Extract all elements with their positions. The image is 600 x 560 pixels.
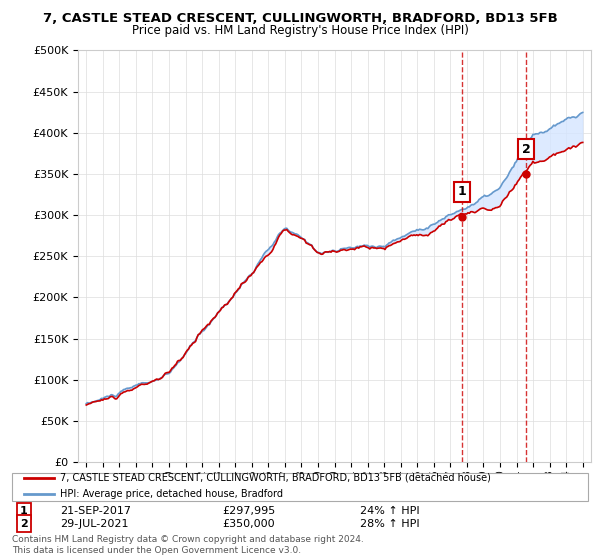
Text: 28% ↑ HPI: 28% ↑ HPI [360,519,419,529]
Text: 7, CASTLE STEAD CRESCENT, CULLINGWORTH, BRADFORD, BD13 5FB (detached house): 7, CASTLE STEAD CRESCENT, CULLINGWORTH, … [60,473,491,483]
Text: 1: 1 [20,506,28,516]
Text: 24% ↑ HPI: 24% ↑ HPI [360,506,419,516]
Text: HPI: Average price, detached house, Bradford: HPI: Average price, detached house, Brad… [60,489,283,500]
Text: 29-JUL-2021: 29-JUL-2021 [60,519,128,529]
Text: £350,000: £350,000 [222,519,275,529]
Text: 7, CASTLE STEAD CRESCENT, CULLINGWORTH, BRADFORD, BD13 5FB: 7, CASTLE STEAD CRESCENT, CULLINGWORTH, … [43,12,557,25]
Text: £297,995: £297,995 [222,506,275,516]
Text: 21-SEP-2017: 21-SEP-2017 [60,506,131,516]
Text: Contains HM Land Registry data © Crown copyright and database right 2024.
This d: Contains HM Land Registry data © Crown c… [12,535,364,555]
Text: 2: 2 [522,143,530,156]
Text: 1: 1 [458,185,467,198]
Text: 2: 2 [20,519,28,529]
Text: Price paid vs. HM Land Registry's House Price Index (HPI): Price paid vs. HM Land Registry's House … [131,24,469,36]
